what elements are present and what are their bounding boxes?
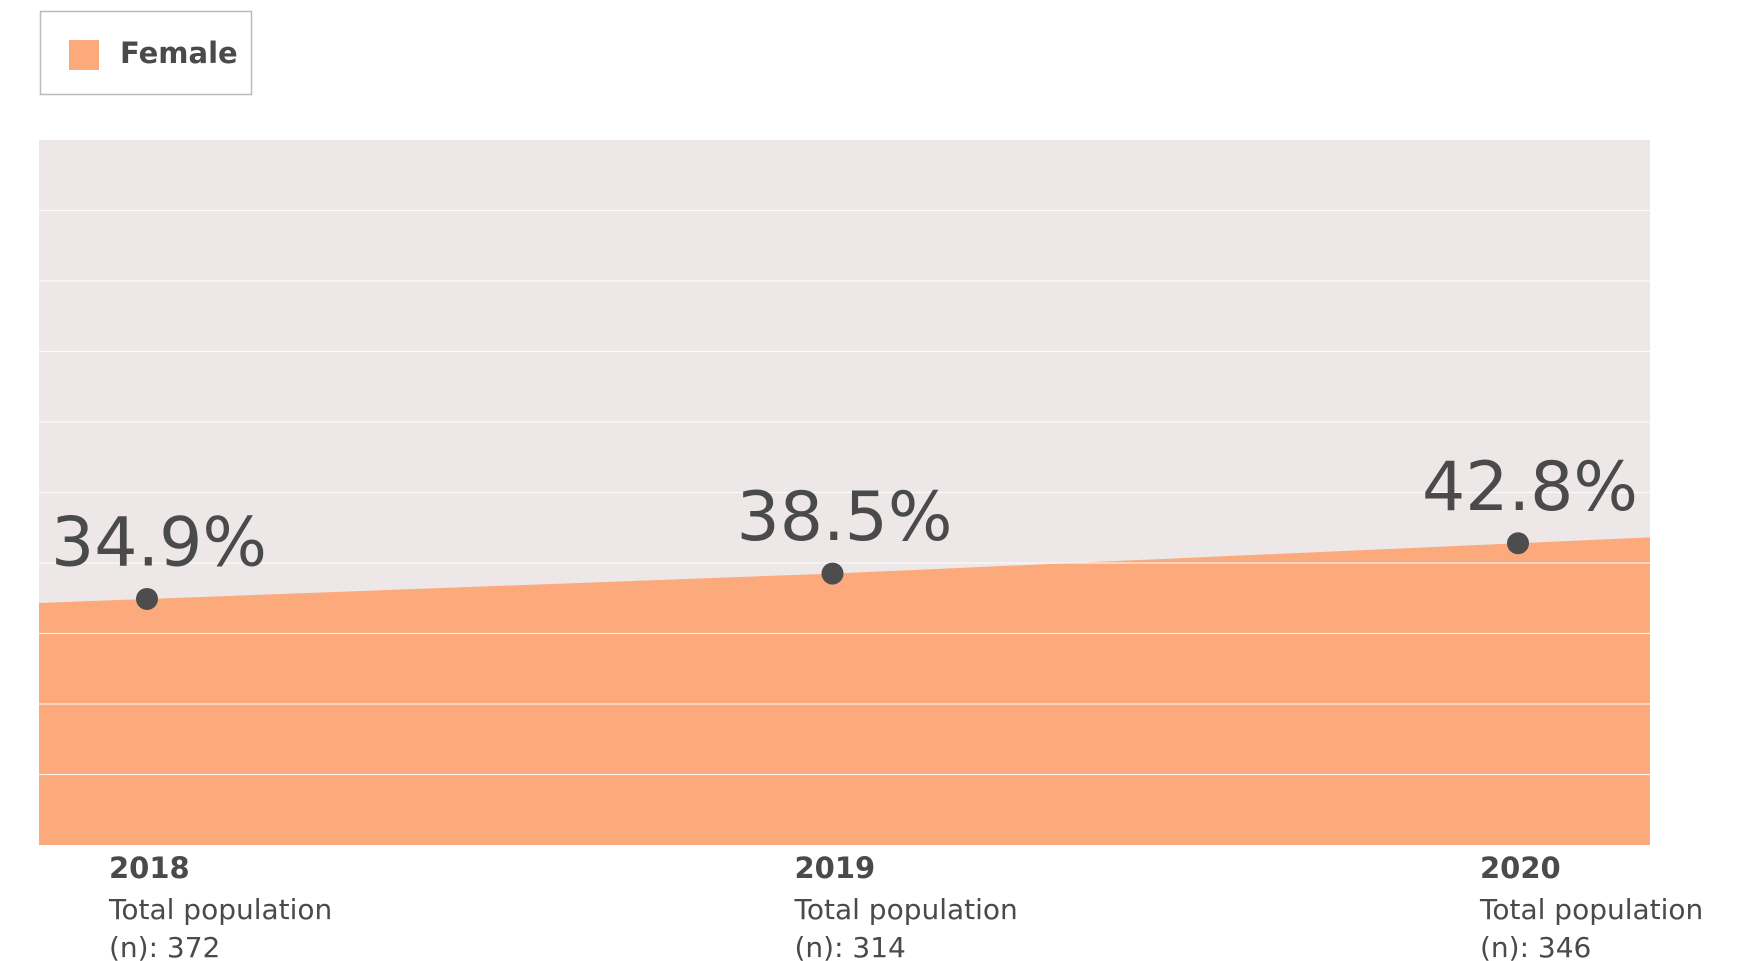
area [39,537,1650,845]
data-point [136,587,158,610]
data-point [821,562,844,585]
category-note: Total population (n): 314 [794,893,1018,961]
value-label: 42.8% [1422,448,1638,527]
legend-label: Female [120,36,238,70]
x-tick-label: 2018 [109,851,190,885]
value-label: 34.9% [51,504,267,583]
category-note: Total population (n): 372 [109,893,333,961]
legend-swatch [69,40,99,70]
category-note: Total population (n): 346 [1480,893,1704,961]
data-point [1507,532,1529,555]
x-tick-label: 2019 [794,851,876,885]
value-label: 38.5% [736,478,952,557]
x-tick-label: 2020 [1480,851,1561,885]
